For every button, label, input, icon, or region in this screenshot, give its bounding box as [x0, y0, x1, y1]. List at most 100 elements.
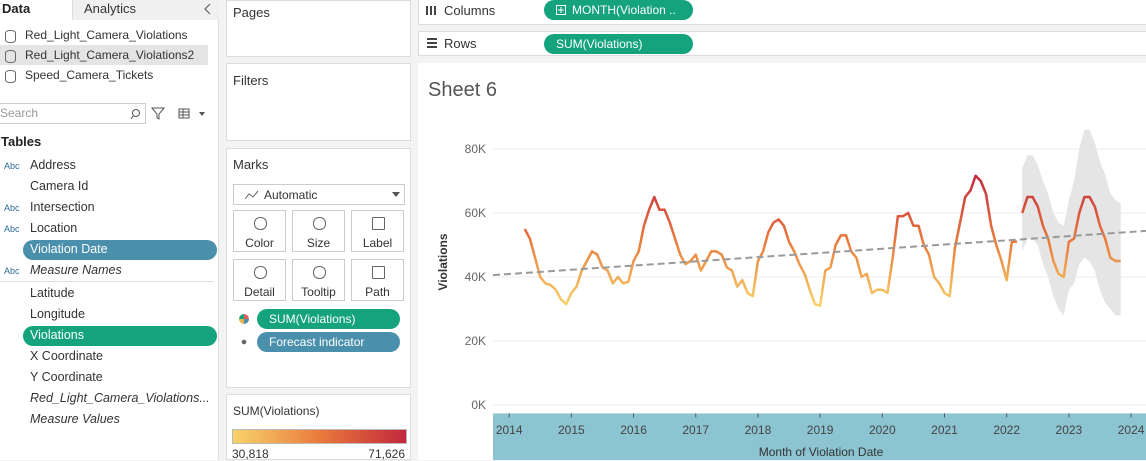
mark-pill[interactable]: SUM(Violations) — [257, 309, 400, 329]
data-source[interactable]: Red_Light_Camera_Violations — [25, 28, 188, 42]
field[interactable]: Y Coordinate — [30, 370, 103, 384]
columns-pill[interactable]: MONTH(Violation .. — [544, 0, 693, 20]
marks-card: Marks Automatic Color Size Label Detail Tool… — [226, 148, 411, 388]
search-placeholder: Search — [0, 106, 39, 120]
columns-icon — [426, 6, 436, 15]
arrow — [392, 192, 400, 197]
x-tick-label: 2024 — [1118, 423, 1145, 437]
field[interactable]: Violations — [30, 328, 84, 342]
x-tick-label: 2018 — [745, 423, 772, 437]
mark-pill[interactable]: Forecast indicator — [257, 332, 400, 352]
y-axis-title: Violations — [436, 233, 450, 290]
divider — [0, 281, 214, 282]
shelf-title: Marks — [233, 157, 269, 172]
chart-title: Sheet 6 — [428, 79, 497, 101]
mark-button-icon — [254, 217, 267, 230]
filters-shelf[interactable]: Filters — [226, 63, 411, 141]
field[interactable]: Intersection — [30, 200, 95, 214]
mark-button-label: Tooltip — [301, 285, 336, 299]
search-tools[interactable] — [130, 107, 210, 121]
tab-data[interactable]: Data — [2, 1, 31, 16]
rows-shelf[interactable]: Rows SUM(Violations) — [418, 31, 1146, 56]
y-tick-label: 40K — [465, 270, 486, 284]
mark-button[interactable]: Label — [351, 210, 404, 252]
y-tick-label: 80K — [465, 142, 486, 156]
rows-pill[interactable]: SUM(Violations) — [544, 34, 693, 54]
mark-button[interactable]: Size — [292, 210, 345, 252]
y-tick-label: 60K — [465, 206, 486, 220]
field[interactable]: Longitude — [30, 307, 85, 321]
field[interactable]: Camera Id — [30, 179, 89, 193]
y-tick-label: 20K — [465, 334, 486, 348]
mark-button-icon — [372, 266, 385, 279]
x-tick-label: 2014 — [496, 423, 523, 437]
legend-gradient — [232, 429, 407, 444]
data-source[interactable]: Speed_Camera_Tickets — [25, 68, 154, 82]
legend-min: 30,818 — [232, 447, 269, 461]
columns-shelf[interactable]: Columns MONTH(Violation .. — [418, 0, 1146, 25]
line-icon — [244, 190, 259, 200]
expand-icon — [556, 5, 566, 15]
x-tick-label: 2022 — [993, 423, 1020, 437]
data-source[interactable]: Red_Light_Camera_Violations2 — [25, 48, 195, 62]
x-tick-label: 2021 — [931, 423, 958, 437]
mark-type: Automatic — [264, 188, 318, 202]
mark-type-dropdown[interactable]: Automatic — [233, 184, 405, 205]
y-tick-label: 0K — [471, 398, 486, 412]
field[interactable]: Violation Date — [30, 242, 108, 256]
selected-source — [0, 45, 208, 65]
field[interactable]: Address — [30, 158, 76, 172]
mark-button-label: Size — [306, 236, 331, 250]
field-highlight — [23, 240, 217, 260]
field-icon: Abc — [4, 266, 20, 276]
pill-icon — [239, 337, 249, 347]
field[interactable]: X Coordinate — [30, 349, 103, 363]
x-tick-label: 2023 — [1056, 423, 1083, 437]
tab-analytics-label[interactable]: Analytics — [84, 1, 137, 16]
tables-heading: Tables — [1, 134, 42, 149]
x-tick-label: 2020 — [869, 423, 896, 437]
mark-button-label: Label — [362, 236, 393, 250]
search-box[interactable] — [0, 103, 146, 124]
mark-button[interactable]: Color — [233, 210, 286, 252]
line — [1021, 195, 1121, 279]
field[interactable]: Latitude — [30, 286, 75, 300]
field-icon: Abc — [4, 224, 20, 234]
mark-button-label: Detail — [244, 285, 275, 299]
mark-button-icon — [313, 217, 326, 230]
field-highlight — [23, 326, 217, 346]
line — [523, 174, 1018, 308]
source-icon — [5, 30, 16, 43]
field[interactable]: Measure Values — [30, 412, 120, 426]
rows-icon — [427, 38, 437, 48]
mark-button[interactable]: Path — [351, 259, 404, 301]
mark-button-icon — [372, 217, 385, 230]
sidebar: Data Analytics Search Tables Red_Light_C… — [0, 0, 219, 460]
legend-title: SUM(Violations) — [233, 404, 320, 418]
pill-icon — [239, 314, 249, 324]
tab-analytics[interactable] — [72, 0, 219, 20]
shelf-label: Rows — [444, 36, 477, 51]
collapse-icon[interactable] — [203, 3, 213, 15]
x-tick-label: 2019 — [807, 423, 834, 437]
x-axis-band — [493, 413, 1146, 460]
trend-line — [492, 229, 1146, 277]
field[interactable]: Red_Light_Camera_Violations... — [30, 391, 210, 405]
x-axis-title: Month of Violation Date — [759, 445, 884, 459]
shelf-title: Filters — [233, 73, 269, 88]
field[interactable]: Measure Names — [30, 263, 122, 277]
field-icon: Abc — [4, 203, 20, 213]
field[interactable]: Location — [30, 221, 78, 235]
mark-button-icon — [313, 266, 326, 279]
chart: Sheet 6 0K 20K 40K 60K 80K 2014 2015 2016 2017 20… — [418, 63, 1146, 460]
mark-button-icon — [254, 266, 267, 279]
color-legend: SUM(Violations) 30,818 71,626 — [226, 394, 411, 461]
mark-button-label: Path — [365, 285, 390, 299]
mark-button[interactable]: Detail — [233, 259, 286, 301]
mark-button[interactable]: Tooltip — [292, 259, 345, 301]
field-icon: Abc — [4, 161, 20, 171]
x-tick-label: 2017 — [682, 423, 709, 437]
x-tick-label: 2015 — [558, 423, 585, 437]
pages-shelf[interactable]: Pages — [226, 0, 411, 57]
